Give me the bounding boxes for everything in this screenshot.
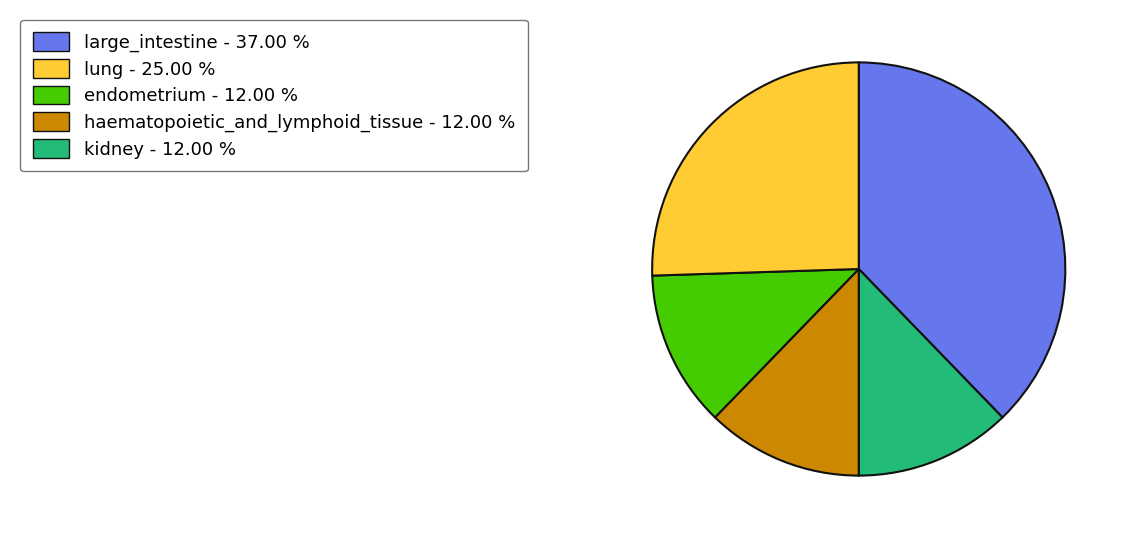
Legend: large_intestine - 37.00 %, lung - 25.00 %, endometrium - 12.00 %, haematopoietic: large_intestine - 37.00 %, lung - 25.00 … xyxy=(21,20,528,171)
Wedge shape xyxy=(653,269,859,417)
Wedge shape xyxy=(653,62,859,275)
Wedge shape xyxy=(714,269,859,476)
Wedge shape xyxy=(859,269,1003,476)
Wedge shape xyxy=(859,62,1065,417)
